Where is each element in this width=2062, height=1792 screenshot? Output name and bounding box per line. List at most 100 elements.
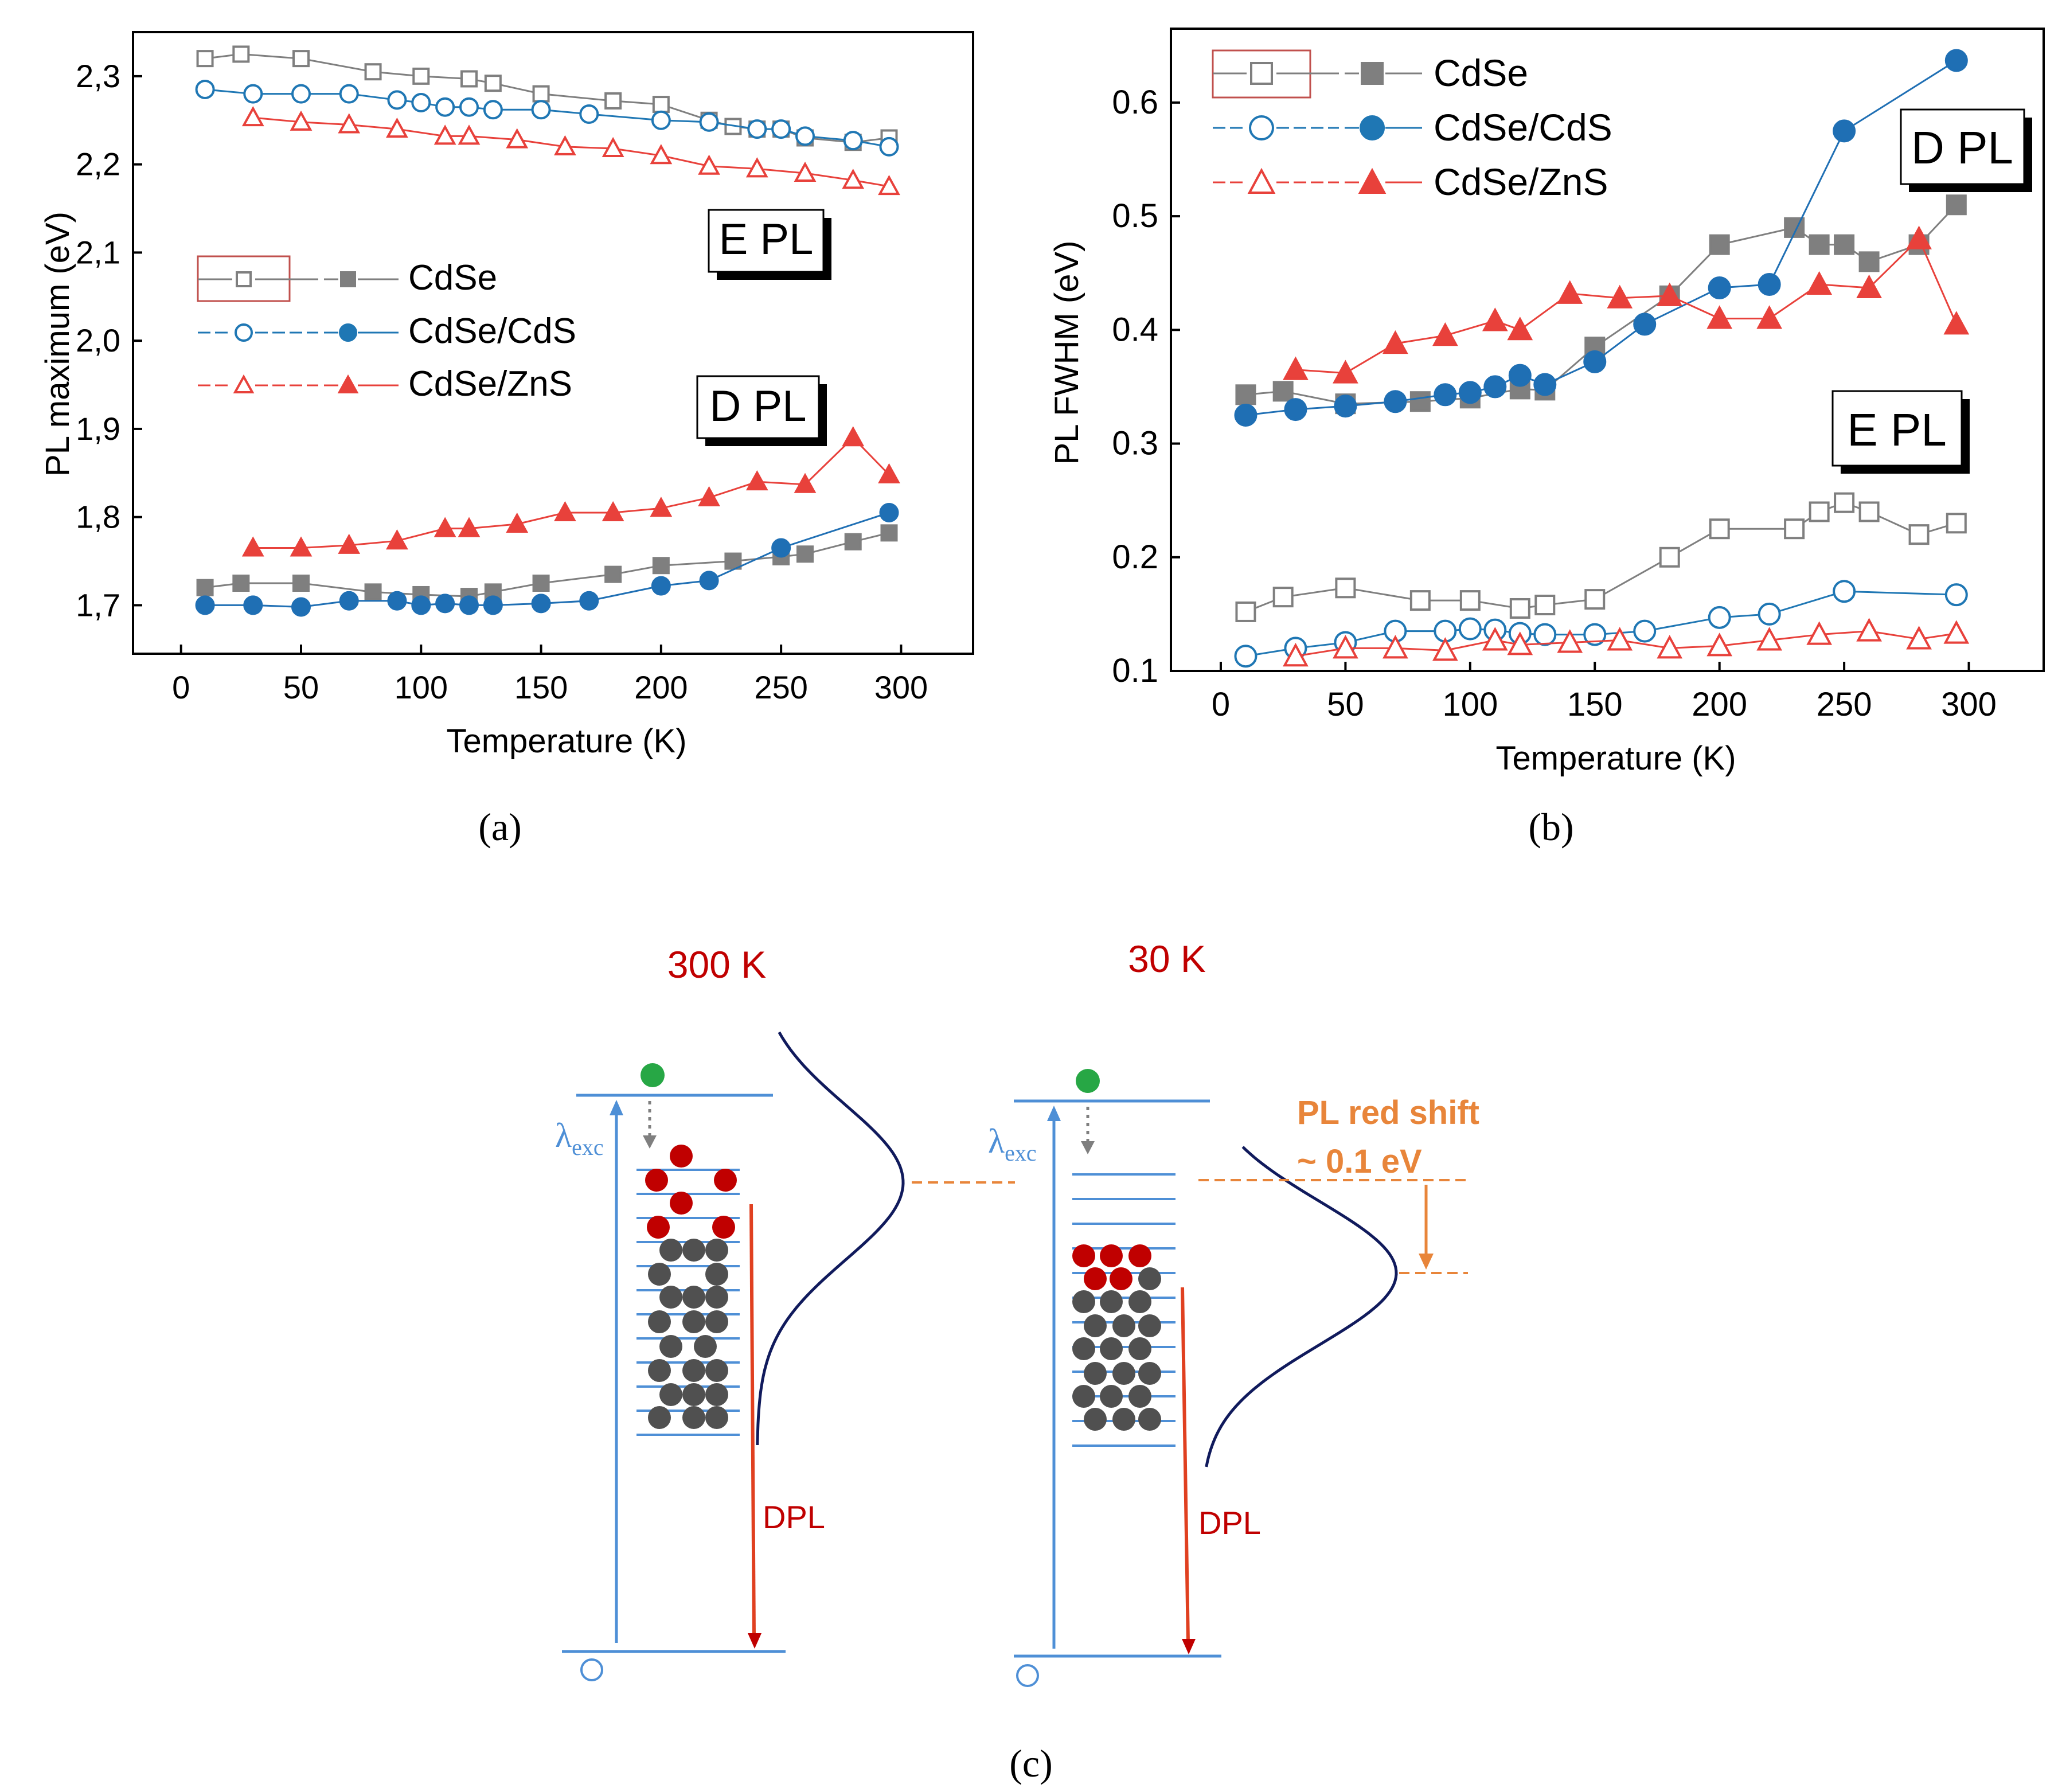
filled-state — [1112, 1314, 1135, 1337]
data-point — [1708, 606, 1731, 629]
data-point — [842, 426, 865, 447]
y-tick-label: 0.4 — [1112, 311, 1158, 348]
filled-state — [1138, 1408, 1161, 1431]
data-point — [1856, 618, 1882, 642]
data-point — [506, 128, 529, 149]
legend-label-cdse-cds: CdSe/CdS — [408, 311, 576, 351]
data-point — [1607, 627, 1633, 651]
filled-state — [682, 1406, 705, 1429]
series-cdse-zns-d-pl — [241, 426, 900, 557]
data-point — [1235, 384, 1256, 405]
x-tick-label: 50 — [283, 669, 319, 705]
filled-state — [648, 1263, 671, 1286]
data-point — [1709, 518, 1730, 540]
trap-carriers — [645, 1145, 737, 1429]
red-shift-value: ~ 0.1 eV — [1297, 1143, 1422, 1180]
data-point — [232, 574, 250, 592]
filled-state — [1128, 1337, 1151, 1360]
svg-text:E PL: E PL — [719, 215, 814, 264]
filled-state — [1084, 1314, 1107, 1337]
filled-state — [1138, 1362, 1161, 1385]
data-point — [650, 144, 673, 165]
legend-marker-open — [236, 271, 252, 287]
filled-state — [648, 1359, 671, 1382]
data-point — [387, 591, 407, 611]
filled-state — [1112, 1408, 1135, 1431]
data-point — [531, 100, 551, 120]
data-point — [1533, 623, 1557, 646]
filled-state — [1100, 1290, 1123, 1313]
x-tick-label: 300 — [874, 669, 928, 705]
data-point — [602, 136, 624, 157]
trapped-electron — [1100, 1244, 1123, 1267]
data-point — [1584, 589, 1606, 610]
x-tick-label: 50 — [1327, 686, 1364, 723]
data-point — [1809, 234, 1830, 255]
data-point — [1806, 621, 1832, 645]
data-point — [1458, 381, 1482, 404]
y-tick-label: 0.2 — [1112, 538, 1158, 576]
legend-marker-filled — [1361, 62, 1384, 85]
data-point — [338, 113, 361, 134]
data-point — [1756, 305, 1783, 329]
data-point — [1507, 317, 1533, 341]
filled-state — [682, 1310, 705, 1333]
data-point — [386, 117, 408, 138]
hole-30k — [1016, 1664, 1039, 1687]
data-point — [1856, 274, 1882, 298]
data-point — [771, 119, 791, 139]
filled-state — [682, 1239, 705, 1262]
data-point — [1943, 311, 1970, 335]
series-cdse-e-pl — [1235, 492, 1967, 622]
data-point — [1283, 643, 1309, 667]
data-point — [1657, 635, 1683, 659]
data-point — [1784, 518, 1805, 540]
panel-label-c: (c) — [1009, 1742, 1052, 1785]
data-point — [1633, 619, 1657, 643]
panel-b-xlabel: Temperature (K) — [1495, 740, 1736, 777]
data-point — [1533, 373, 1557, 396]
data-point — [1508, 364, 1532, 387]
x-tick-label: 250 — [754, 669, 807, 705]
filled-state — [705, 1406, 728, 1429]
series-cdse-zns-d-pl — [1283, 225, 1970, 384]
data-point — [232, 45, 250, 63]
data-point — [1833, 119, 1856, 143]
svg-text:D PL: D PL — [1911, 122, 2013, 173]
data-point — [1459, 590, 1481, 611]
data-point — [699, 112, 719, 132]
data-point — [724, 552, 742, 570]
filled-state — [705, 1359, 728, 1382]
data-point — [1432, 322, 1458, 346]
lambda-label: λexc — [988, 1122, 1037, 1166]
filled-state — [1084, 1408, 1107, 1431]
data-point — [241, 106, 264, 127]
filled-state — [682, 1383, 705, 1406]
legend-marker-open — [1247, 167, 1276, 194]
dpl-arrow — [749, 1204, 756, 1638]
panel-b-ylabel: PL FWHM (eV) — [1048, 241, 1085, 465]
temperature-label-30k: 30 K — [1128, 938, 1206, 980]
data-point — [1758, 602, 1781, 626]
data-point — [386, 529, 408, 550]
data-point — [795, 126, 815, 146]
filled-state — [705, 1263, 728, 1286]
data-point — [880, 524, 898, 542]
y-tick-label: 0.6 — [1112, 84, 1158, 121]
filled-state — [648, 1310, 671, 1333]
trapped-electron — [1110, 1267, 1132, 1290]
data-point — [747, 119, 767, 139]
panel-c-diagram: 300 K 30 K λexc DPL λexc — [555, 938, 1479, 1687]
panel-a-frame — [132, 31, 974, 655]
series-cdse-zns-e-pl — [1283, 618, 1970, 667]
data-point — [1756, 627, 1783, 651]
panel-b-tag-dpl: D PL — [1900, 108, 2032, 192]
data-point — [1706, 633, 1733, 657]
legend-label-cdse: CdSe — [408, 258, 497, 298]
filled-state — [1128, 1290, 1151, 1313]
trapped-electron — [645, 1169, 668, 1192]
x-tick-label: 300 — [1941, 686, 1997, 723]
series-cdse-cds-d-pl — [1234, 49, 1968, 427]
data-point — [1633, 313, 1657, 336]
data-point — [195, 79, 215, 99]
